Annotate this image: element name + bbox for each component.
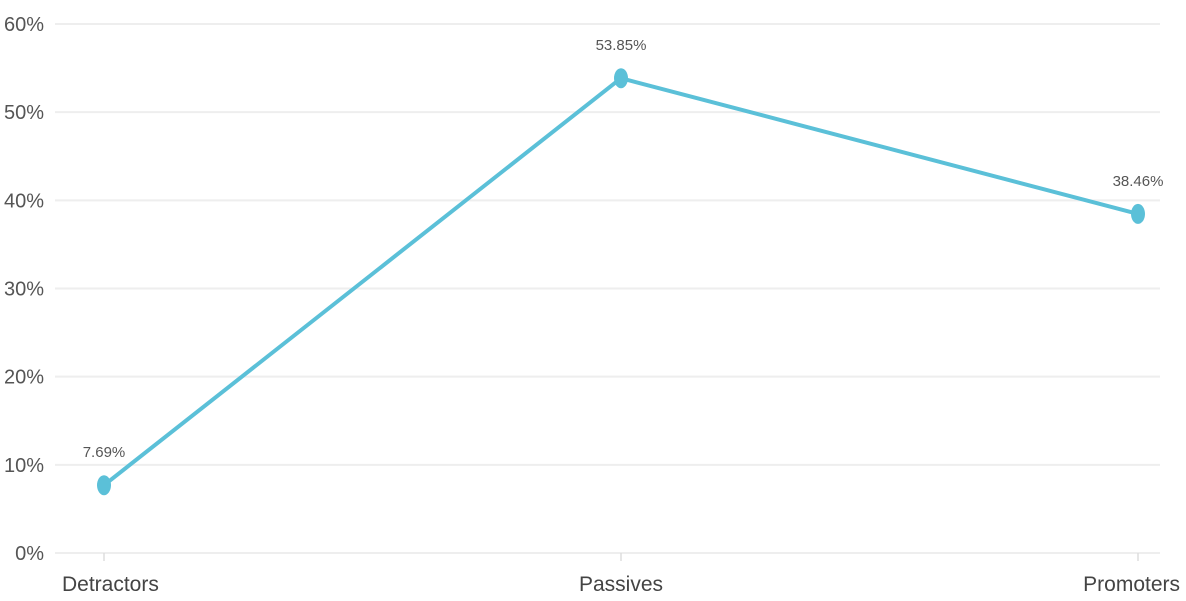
- data-point-passives[interactable]: [614, 68, 628, 89]
- x-tick-label: Promoters: [1083, 573, 1180, 596]
- y-tick-label: 20%: [4, 367, 44, 389]
- y-axis: 0% 10% 20% 30% 40% 50% 60%: [4, 14, 44, 565]
- y-tick-label: 40%: [4, 190, 44, 212]
- y-tick-label: 0%: [15, 543, 44, 565]
- gridlines: [55, 23, 1160, 554]
- x-tick-label: Detractors: [62, 573, 159, 596]
- x-tick-label: Passives: [579, 573, 663, 596]
- series-line: [97, 68, 1145, 496]
- data-label: 7.69%: [83, 444, 126, 461]
- data-label: 38.46%: [1113, 173, 1164, 190]
- x-axis: Detractors Passives Promoters: [62, 553, 1180, 596]
- data-label: 53.85%: [596, 37, 647, 54]
- y-tick-label: 10%: [4, 455, 44, 477]
- data-labels: 7.69% 53.85% 38.46%: [83, 37, 1164, 461]
- data-point-promoters[interactable]: [1131, 203, 1145, 224]
- data-point-detractors[interactable]: [97, 475, 111, 496]
- y-tick-label: 50%: [4, 102, 44, 124]
- y-tick-label: 30%: [4, 279, 44, 301]
- y-tick-label: 60%: [4, 14, 44, 36]
- series-line-path: [102, 76, 1139, 487]
